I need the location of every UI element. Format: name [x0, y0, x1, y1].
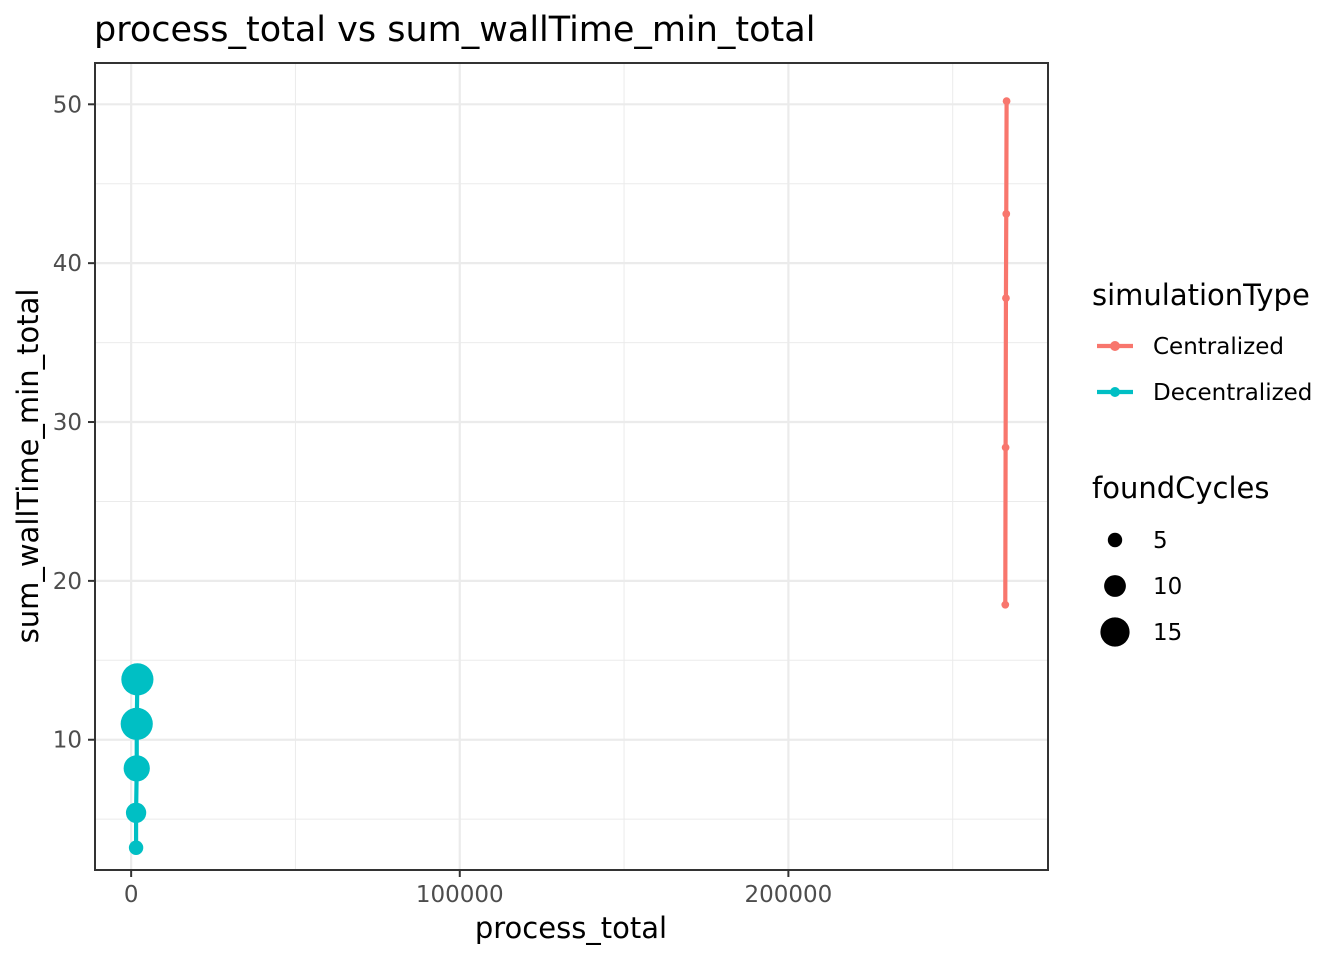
size-legend-key: [1107, 532, 1123, 548]
x-axis-ticks: 0 100000 200000: [124, 870, 832, 908]
x-tick-label: 100000: [416, 882, 504, 908]
y-axis-ticks: 10 20 30 40 50: [53, 92, 95, 754]
size-legend: foundCycles 5 10 15: [1092, 471, 1269, 647]
data-point-decentralized: [123, 755, 150, 782]
data-point-decentralized: [121, 663, 154, 696]
size-legend-title: foundCycles: [1092, 471, 1269, 505]
plot-background: [95, 63, 1048, 870]
series-layer: [120, 97, 1011, 855]
size-legend-label: 15: [1153, 620, 1182, 646]
series-line-centralized: [1003, 101, 1009, 605]
legend-label: Centralized: [1153, 334, 1284, 360]
data-point-centralized: [1001, 443, 1010, 452]
major-grid: [95, 63, 1048, 870]
data-point-centralized: [1002, 294, 1010, 302]
legend-key-point: [1110, 387, 1120, 397]
data-point-centralized: [1001, 600, 1010, 609]
data-point-decentralized: [128, 840, 144, 855]
plot-border: [94, 62, 1049, 871]
y-tick-label: 30: [53, 410, 82, 436]
y-axis-title: sum_wallTime_min_total: [11, 289, 45, 644]
size-legend-label: 10: [1153, 574, 1182, 600]
y-tick-label: 20: [53, 569, 82, 595]
y-tick-label: 50: [53, 92, 82, 118]
size-legend-key: [1100, 617, 1130, 647]
data-point-decentralized: [120, 707, 153, 740]
data-point-centralized: [1002, 97, 1011, 105]
chart-title: process_total vs sum_wallTime_min_total: [94, 10, 815, 50]
x-tick-label: 0: [124, 882, 139, 908]
legend-key-point: [1110, 341, 1120, 351]
color-legend: simulationType Centralized Decentralized: [1092, 278, 1312, 406]
minor-grid: [95, 63, 1048, 870]
size-legend-key: [1104, 575, 1126, 597]
x-axis-title: process_total: [475, 911, 667, 945]
data-point-centralized: [1002, 210, 1011, 218]
legend-label: Decentralized: [1153, 380, 1312, 406]
data-point-decentralized: [125, 802, 147, 823]
color-legend-title: simulationType: [1092, 278, 1310, 312]
size-legend-label: 5: [1153, 528, 1168, 554]
y-tick-label: 10: [53, 728, 82, 754]
x-tick-label: 200000: [744, 882, 832, 908]
y-tick-label: 40: [53, 251, 82, 277]
